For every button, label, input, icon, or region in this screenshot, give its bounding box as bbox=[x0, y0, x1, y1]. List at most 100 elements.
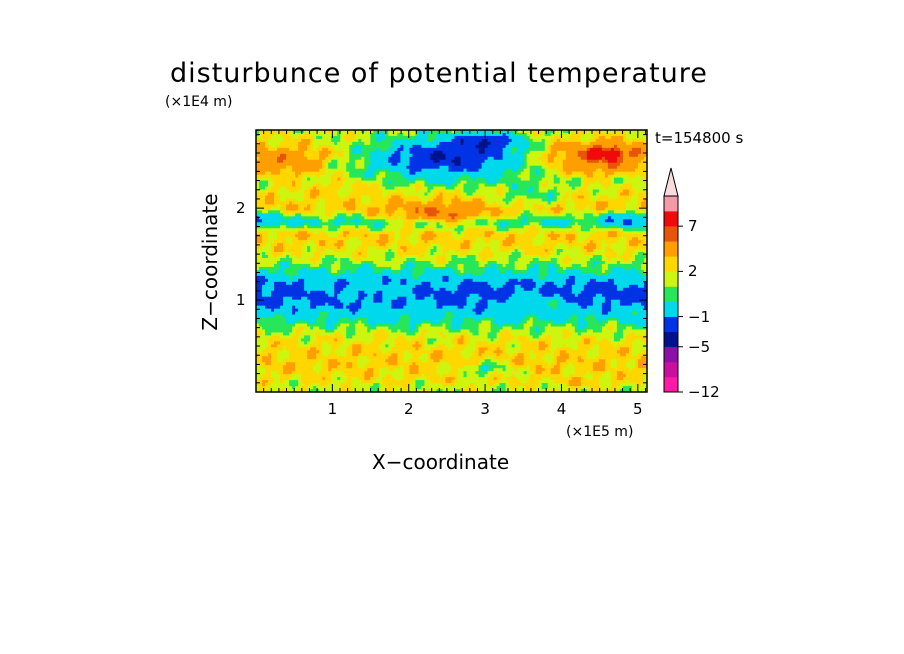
contour-cell bbox=[409, 201, 413, 206]
contour-cell bbox=[607, 177, 612, 182]
contour-cell bbox=[580, 156, 585, 161]
contour-cell bbox=[385, 130, 389, 134]
contour-cell bbox=[484, 186, 489, 191]
contour-cell bbox=[289, 130, 293, 134]
contour-cell bbox=[502, 222, 507, 226]
contour-cell bbox=[628, 168, 633, 173]
contour-cell bbox=[376, 138, 380, 143]
contour-cell bbox=[439, 147, 444, 152]
contour-cell bbox=[280, 222, 284, 226]
contour-cell bbox=[529, 192, 534, 197]
contour-cell bbox=[562, 168, 567, 173]
contour-cell bbox=[337, 147, 341, 152]
contour-cell bbox=[643, 135, 647, 140]
contour-cell bbox=[391, 171, 395, 176]
contour-cell bbox=[445, 162, 450, 167]
contour-cell bbox=[589, 135, 594, 140]
contour-cell bbox=[385, 210, 389, 214]
contour-cell bbox=[349, 201, 353, 206]
contour-cell bbox=[484, 231, 489, 235]
contour-cell bbox=[523, 132, 528, 137]
contour-cell bbox=[451, 213, 456, 217]
contour-cell bbox=[307, 201, 311, 206]
contour-cell bbox=[469, 189, 474, 194]
contour-cell bbox=[421, 204, 426, 209]
contour-cell bbox=[562, 171, 567, 176]
contour-cell bbox=[313, 219, 317, 223]
contour-cell bbox=[586, 168, 591, 173]
contour-cell bbox=[322, 186, 326, 191]
contour-cell bbox=[640, 207, 645, 211]
contour-cell bbox=[370, 177, 374, 182]
contour-cell bbox=[595, 135, 600, 140]
contour-cell bbox=[475, 165, 480, 170]
contour-cell bbox=[619, 183, 624, 188]
contour-cell bbox=[274, 165, 278, 170]
contour-cell bbox=[397, 213, 401, 217]
contour-cell bbox=[262, 207, 266, 211]
contour-cell bbox=[289, 201, 293, 206]
contour-cell bbox=[346, 150, 350, 155]
contour-cell bbox=[448, 130, 453, 134]
contour-cell bbox=[553, 219, 558, 223]
contour-cell bbox=[394, 198, 398, 203]
contour-cell bbox=[478, 138, 483, 143]
contour-cell bbox=[547, 147, 552, 152]
contour-cell bbox=[406, 222, 410, 226]
contour-cell bbox=[388, 213, 392, 217]
contour-cell bbox=[412, 147, 417, 152]
contour-cell bbox=[373, 177, 377, 182]
contour-cell bbox=[421, 171, 426, 176]
contour-cell bbox=[286, 183, 290, 188]
contour-cell bbox=[529, 159, 534, 164]
contour-cell bbox=[565, 180, 570, 185]
contour-cell bbox=[301, 186, 305, 191]
contour-cell bbox=[484, 165, 489, 170]
contour-cell bbox=[307, 228, 311, 232]
contour-cell bbox=[298, 222, 302, 226]
contour-cell bbox=[292, 189, 296, 194]
contour-cell bbox=[256, 210, 260, 214]
contour-cell bbox=[469, 192, 474, 197]
contour-cell bbox=[541, 207, 546, 211]
contour-cell bbox=[268, 204, 272, 209]
contour-cell bbox=[271, 207, 275, 211]
contour-cell bbox=[406, 138, 410, 143]
contour-cell bbox=[481, 147, 486, 152]
contour-cell bbox=[307, 207, 311, 211]
contour-cell bbox=[409, 132, 413, 137]
contour-cell bbox=[310, 219, 314, 223]
contour-cell bbox=[415, 210, 420, 214]
contour-cell bbox=[289, 174, 293, 179]
contour-cell bbox=[262, 150, 266, 155]
contour-cell bbox=[430, 174, 435, 179]
contour-cell bbox=[550, 216, 555, 220]
contour-cell bbox=[442, 144, 447, 149]
contour-cell bbox=[421, 210, 426, 214]
contour-cell bbox=[496, 189, 501, 194]
contour-cell bbox=[574, 219, 579, 223]
contour-cell bbox=[283, 219, 287, 223]
contour-cell bbox=[505, 222, 510, 226]
contour-cell bbox=[400, 132, 404, 137]
contour-cell bbox=[643, 174, 647, 179]
contour-cell bbox=[433, 168, 438, 173]
contour-cell bbox=[442, 156, 447, 161]
contour-cell bbox=[523, 204, 528, 209]
contour-cell bbox=[457, 201, 462, 206]
contour-cell bbox=[490, 219, 495, 223]
contour-cell bbox=[328, 159, 332, 164]
contour-cell bbox=[367, 225, 371, 229]
contour-cell bbox=[376, 198, 380, 203]
contour-cell bbox=[424, 165, 429, 170]
contour-cell bbox=[412, 130, 417, 134]
contour-cell bbox=[430, 225, 435, 229]
contour-cell bbox=[355, 141, 359, 146]
contour-cell bbox=[490, 153, 495, 158]
contour-cell bbox=[391, 204, 395, 209]
contour-cell bbox=[373, 198, 377, 203]
contour-cell bbox=[361, 207, 365, 211]
contour-cell bbox=[493, 225, 498, 229]
contour-cell bbox=[331, 165, 335, 170]
contour-cell bbox=[634, 168, 639, 173]
